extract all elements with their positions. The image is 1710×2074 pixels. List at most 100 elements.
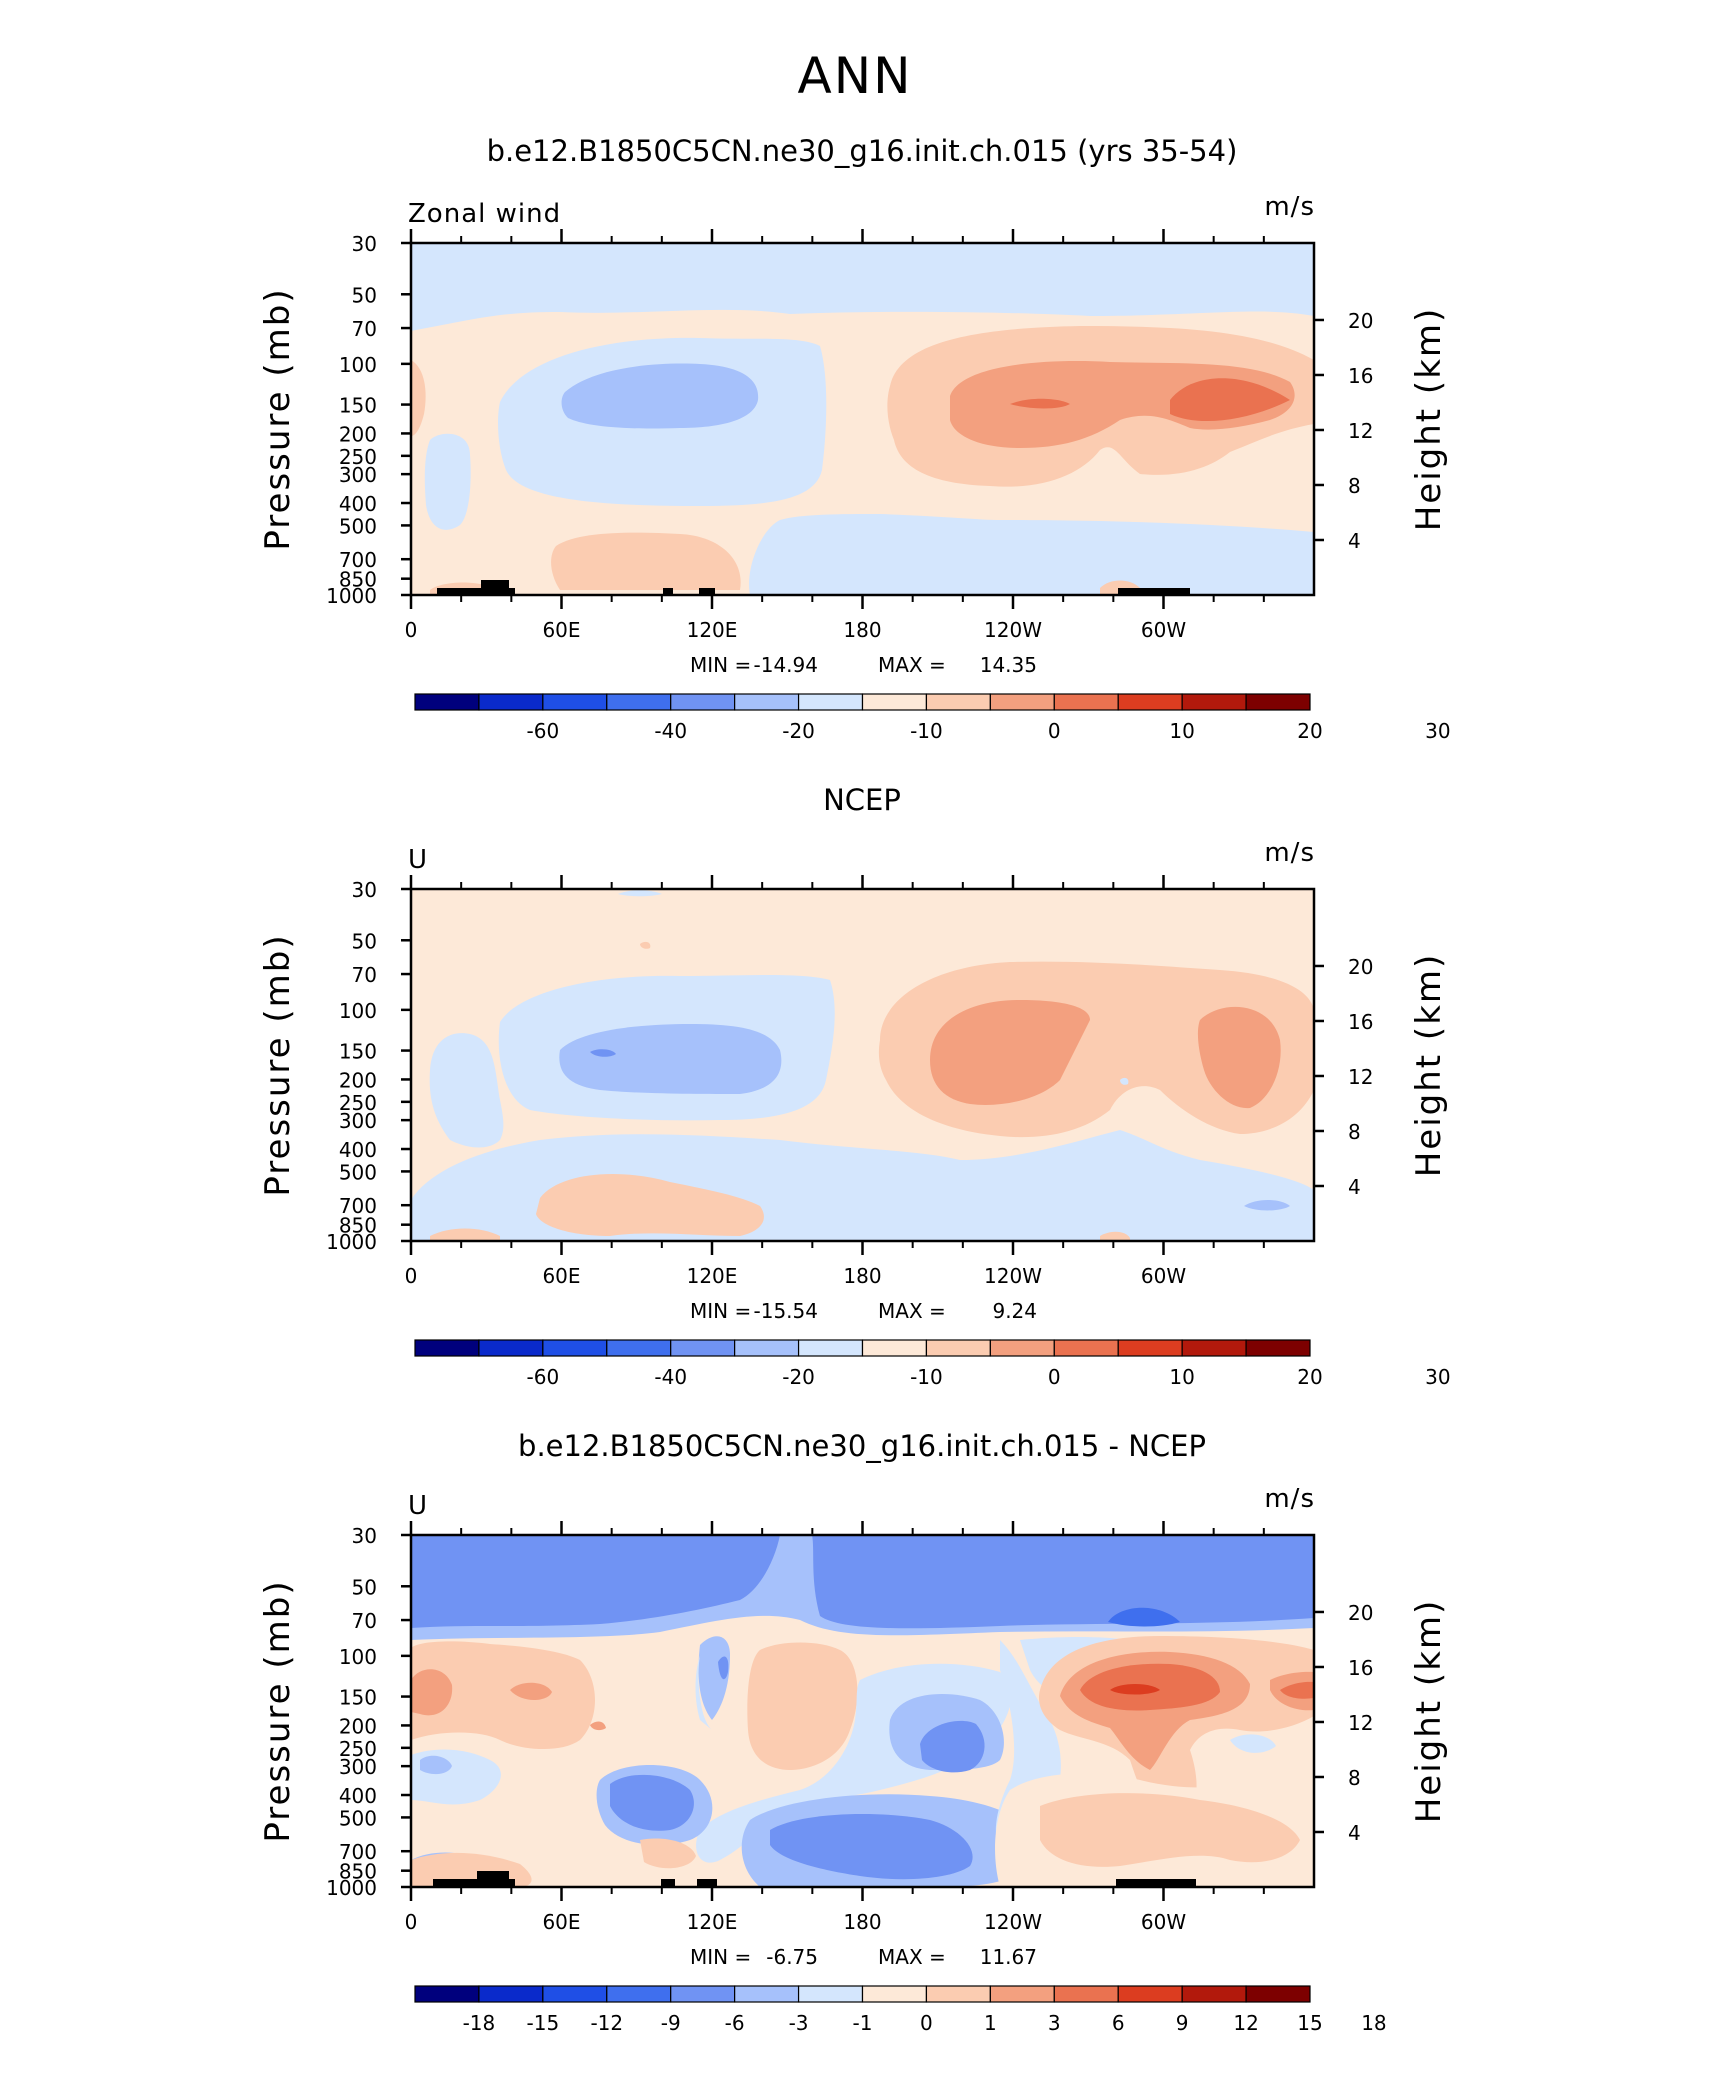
y2-tick-label: 16	[1348, 364, 1373, 388]
y-tick-label: 1000	[326, 1230, 377, 1254]
colorbar-box	[478, 1985, 544, 2003]
colorbar-label: 18	[1361, 2011, 1386, 2035]
colorbar-label: -6	[725, 2011, 745, 2035]
max-label: MAX =	[878, 653, 946, 677]
y-tick-label: 150	[339, 394, 377, 418]
y-tick-label: 400	[339, 1784, 377, 1808]
panel-difference: b.e12.B1850C5CN.ne30_g16.init.ch.015 - N…	[258, 1429, 1449, 2035]
colorbar-label: -1	[853, 2011, 873, 2035]
colorbar-box	[414, 1339, 480, 1357]
colorbar-label: -3	[789, 2011, 809, 2035]
y-tick-label: 100	[339, 999, 377, 1023]
y-tick-label: 100	[339, 1645, 377, 1669]
y-tick-label: 400	[339, 1138, 377, 1162]
y-tick-label: 150	[339, 1040, 377, 1064]
colorbar-label: 6	[1112, 2011, 1125, 2035]
colorbar-label: 10	[1169, 1365, 1194, 1389]
colorbar-label: 0	[1048, 1365, 1061, 1389]
y-tick-label: 500	[339, 1806, 377, 1830]
colorbar-label: 30	[1425, 719, 1450, 743]
colorbar-box	[1181, 1985, 1247, 2003]
colorbar-label: -12	[590, 2011, 623, 2035]
field-label: U	[408, 845, 428, 875]
colorbar-box	[734, 1985, 800, 2003]
y-tick-label: 250	[339, 1737, 377, 1761]
y-tick-label: 850	[339, 1860, 377, 1884]
x-tick-label: 120E	[687, 618, 738, 642]
min-label: MIN =	[690, 653, 751, 677]
y-tick-label: 500	[339, 514, 377, 538]
y-tick-label: 70	[352, 963, 377, 987]
y-tick-label: 30	[352, 878, 377, 902]
y2-tick-label: 12	[1348, 1065, 1373, 1089]
figure-title: ANN	[797, 47, 912, 105]
y-tick-label: 1000	[326, 584, 377, 608]
y2-tick-label: 8	[1348, 1120, 1361, 1144]
x-tick-label: 120W	[984, 1910, 1042, 1934]
units-label: m/s	[1264, 1484, 1315, 1514]
colorbar-label: 0	[1048, 719, 1061, 743]
y-tick-label: 250	[339, 1091, 377, 1115]
colorbar-box	[989, 693, 1055, 711]
colorbar-box	[1117, 1339, 1183, 1357]
colorbar-box	[989, 1339, 1055, 1357]
colorbar-label: 30	[1425, 1365, 1450, 1389]
x-tick-label: 60W	[1141, 1264, 1186, 1288]
colorbar-box	[606, 1339, 672, 1357]
x-tick-label: 180	[843, 1910, 881, 1934]
colorbar-label: -40	[654, 719, 687, 743]
colorbar-label: -40	[654, 1365, 687, 1389]
max-label: MAX =	[878, 1299, 946, 1323]
colorbar-label: -9	[661, 2011, 681, 2035]
y-tick-label: 700	[339, 548, 377, 572]
y2-tick-label: 12	[1348, 1711, 1373, 1735]
panel-title: b.e12.B1850C5CN.ne30_g16.init.ch.015 - N…	[518, 1429, 1206, 1463]
colorbar-box	[861, 693, 928, 711]
y2-tick-label: 8	[1348, 1766, 1361, 1790]
x-tick-label: 120E	[687, 1264, 738, 1288]
min-value: -14.94	[754, 653, 818, 677]
y-tick-label: 100	[339, 353, 377, 377]
colorbar-box	[1181, 1339, 1247, 1357]
colorbar-box	[1053, 1339, 1119, 1357]
colorbar-box	[734, 1339, 800, 1357]
colorbar-label: 12	[1233, 2011, 1258, 2035]
y2-tick-label: 20	[1348, 955, 1373, 979]
y-tick-label: 300	[339, 1109, 377, 1133]
colorbar-label: -10	[910, 719, 943, 743]
colorbar-box	[1245, 693, 1311, 711]
y-tick-label: 30	[352, 1524, 377, 1548]
x-tick-label: 120W	[984, 618, 1042, 642]
x-tick-label: 0	[405, 1264, 418, 1288]
y-tick-label: 200	[339, 1714, 377, 1738]
y-tick-label: 200	[339, 422, 377, 446]
colorbar-label: 3	[1048, 2011, 1061, 2035]
y2-axis-label: Height (km)	[1409, 953, 1449, 1178]
x-tick-label: 0	[405, 1910, 418, 1934]
y2-tick-label: 4	[1348, 1175, 1361, 1199]
panel-model: b.e12.B1850C5CN.ne30_g16.init.ch.015 (yr…	[258, 134, 1451, 743]
colorbar-box	[1245, 1985, 1311, 2003]
y2-tick-label: 20	[1348, 1601, 1373, 1625]
colorbar-box	[1245, 1339, 1311, 1357]
x-tick-label: 0	[405, 618, 418, 642]
y-tick-label: 50	[352, 929, 377, 953]
y-tick-label: 30	[352, 232, 377, 256]
colorbar-label: 9	[1176, 2011, 1189, 2035]
x-tick-label: 120W	[984, 1264, 1042, 1288]
max-label: MAX =	[878, 1945, 946, 1969]
x-tick-label: 60E	[542, 1264, 580, 1288]
colorbar-label: -20	[782, 719, 815, 743]
y-tick-label: 50	[352, 283, 377, 307]
y-tick-label: 850	[339, 1214, 377, 1238]
colorbar-label: -18	[463, 2011, 496, 2035]
contour-field	[411, 243, 1314, 595]
colorbar-label: 10	[1169, 719, 1194, 743]
x-tick-label: 180	[843, 618, 881, 642]
y2-tick-label: 16	[1348, 1656, 1373, 1680]
min-value: -6.75	[766, 1945, 818, 1969]
y-tick-label: 300	[339, 463, 377, 487]
field-label: Zonal wind	[408, 199, 561, 229]
colorbar-box	[925, 1985, 991, 2003]
